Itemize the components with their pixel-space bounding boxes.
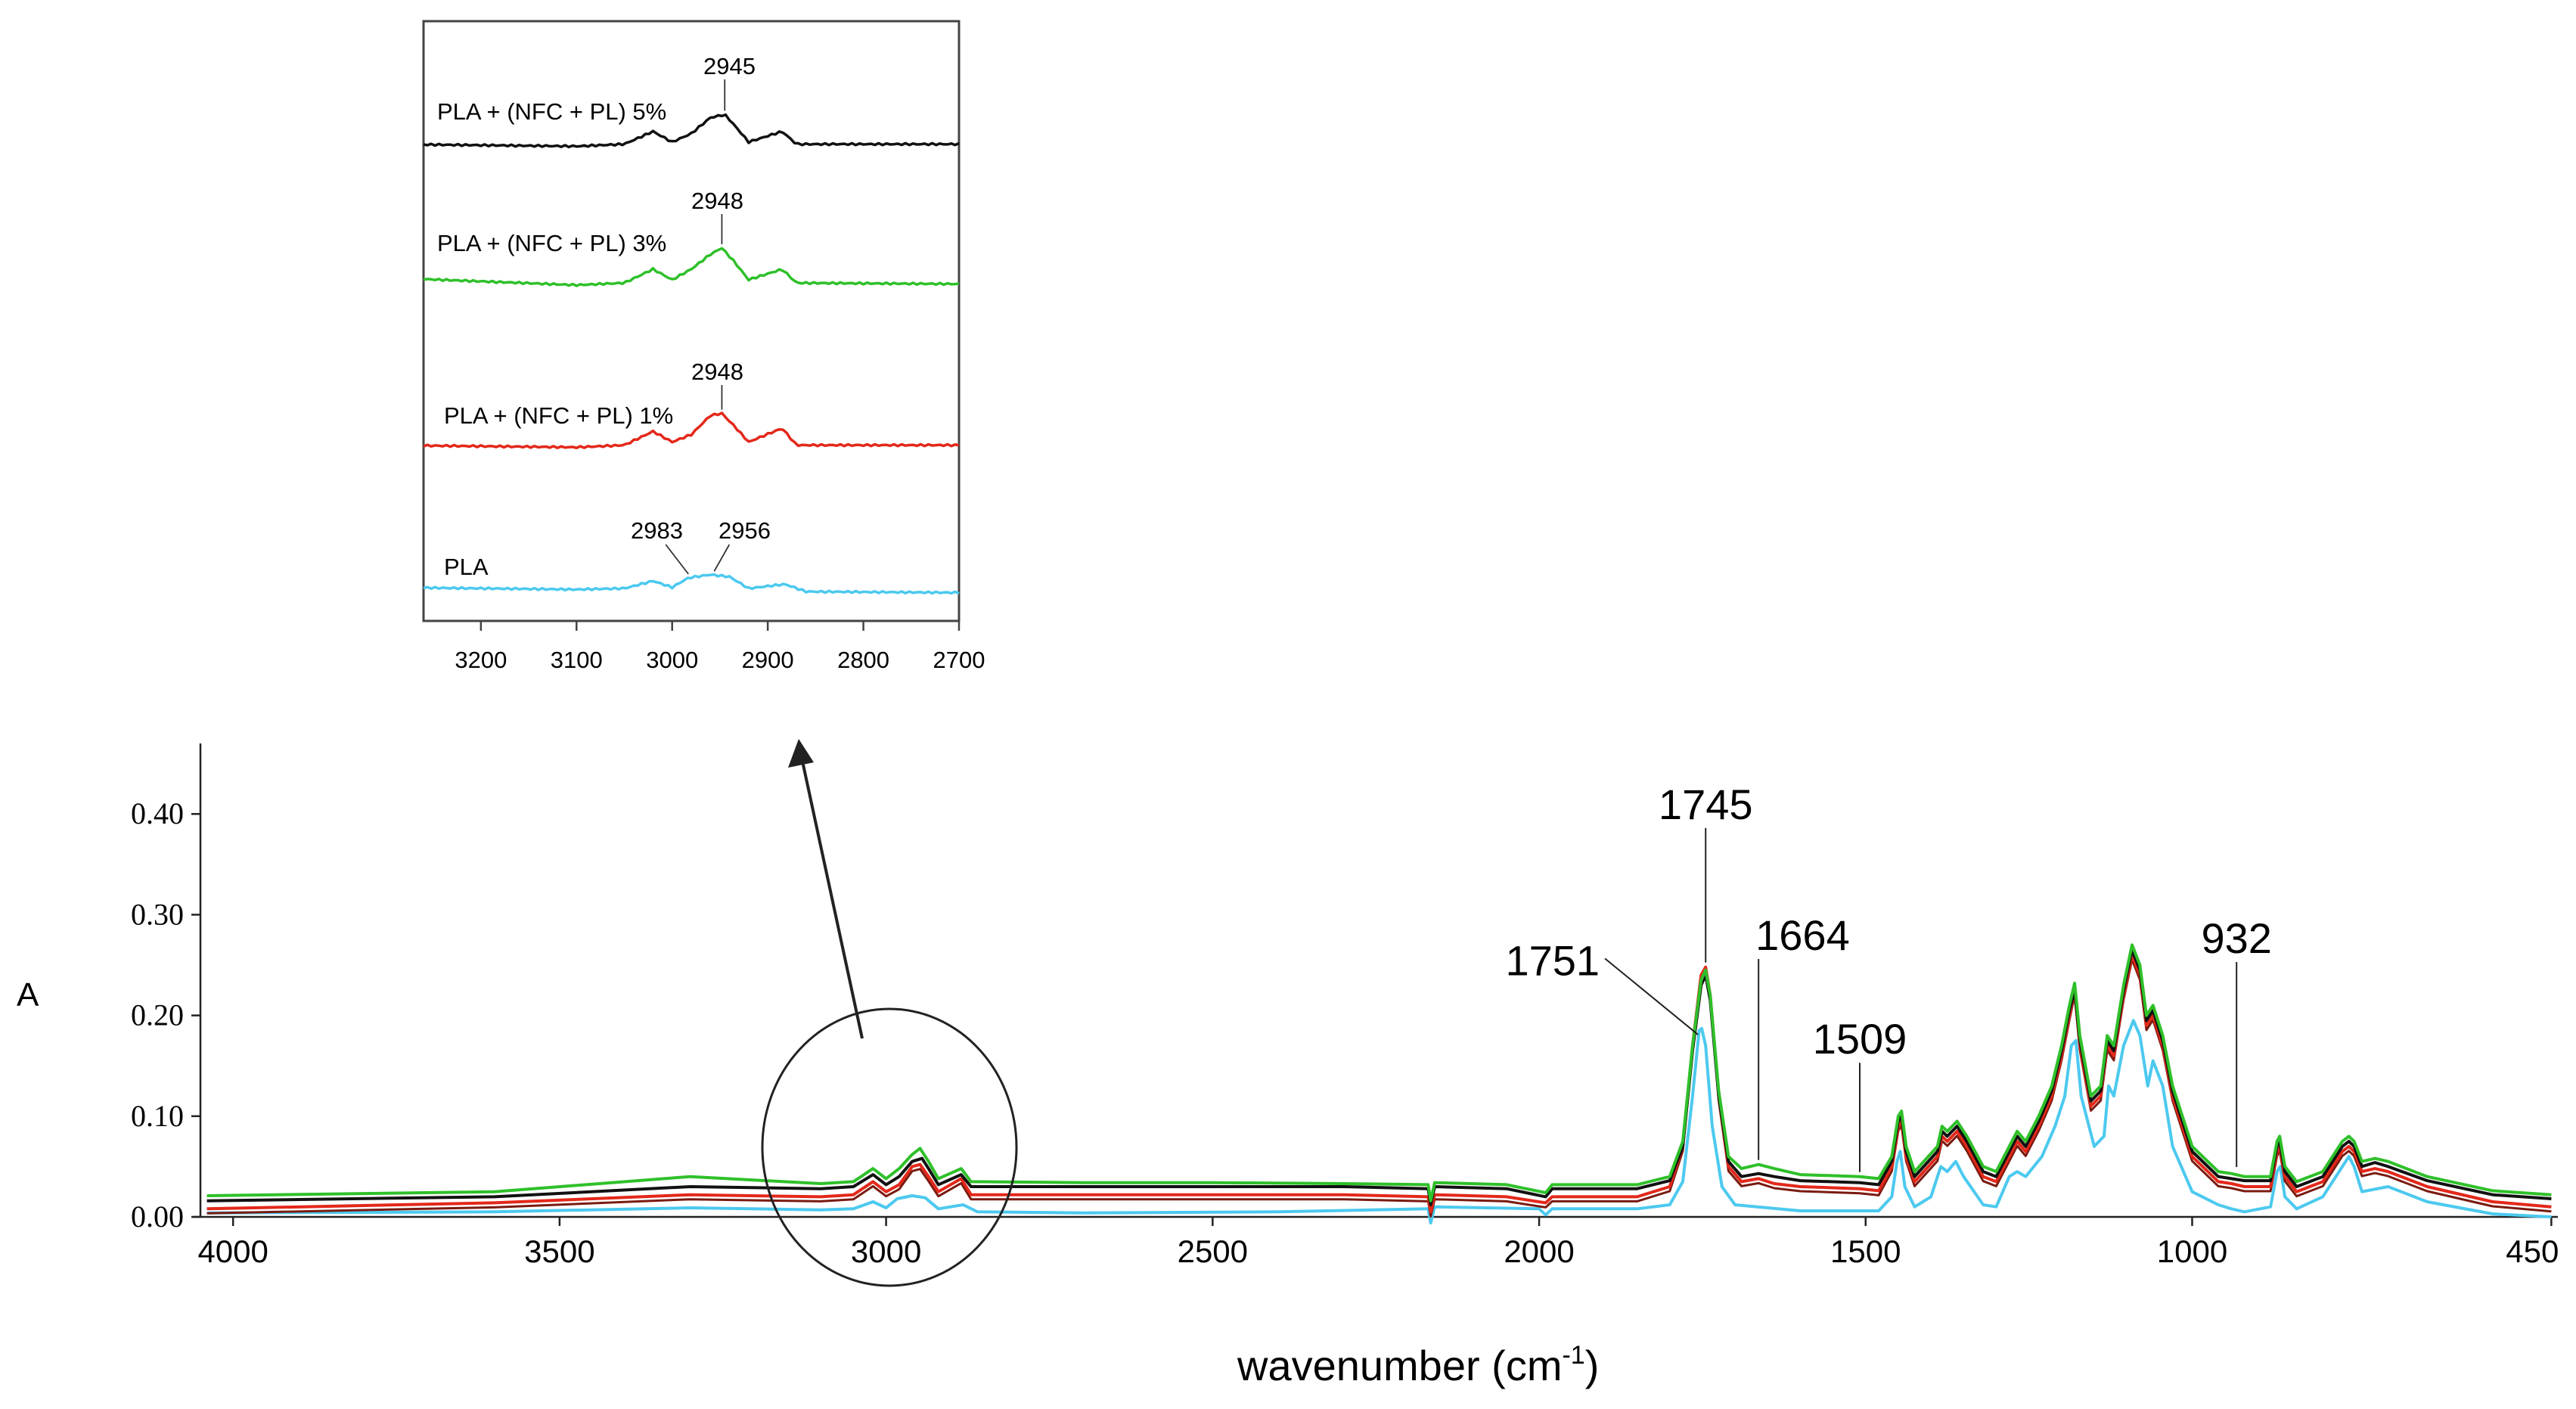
x-axis-ticks: 4000 3500 3000 2500 2000 1500 1000 450 xyxy=(197,1217,2559,1269)
inset-label-nfc1: PLA + (NFC + PL) 1% xyxy=(444,402,673,429)
x-axis-title-sup: -1 xyxy=(1562,1341,1584,1370)
inset-peak-label-2945: 2945 xyxy=(703,53,756,79)
inset-peak-label-2948-red: 2948 xyxy=(691,358,743,385)
zoom-arrow xyxy=(800,757,864,1039)
inset-x-tick-label-5: 2700 xyxy=(933,647,985,673)
inset-label-nfc3: PLA + (NFC + PL) 3% xyxy=(437,230,666,256)
y-axis-ticks: 0.00 0.10 0.20 0.30 0.40 xyxy=(131,796,200,1234)
inset-peak-leader-pla-0 xyxy=(665,544,689,575)
series-line-nfc1 xyxy=(206,953,2552,1214)
inset-label-pla: PLA xyxy=(444,554,489,580)
inset-label-nfc5: PLA + (NFC + PL) 5% xyxy=(437,98,666,125)
inset-traces xyxy=(423,79,960,595)
series-line-nfc5 xyxy=(206,948,2552,1206)
zoom-region-circle xyxy=(761,1007,1018,1287)
inset-peak-label-2948-green: 2948 xyxy=(691,188,743,214)
inset-x-axis: 3200 3100 3000 2900 2800 2700 xyxy=(455,621,985,673)
inset-x-tick-label-1: 3100 xyxy=(551,647,603,673)
x-axis-title-end: ) xyxy=(1585,1342,1600,1389)
x-tick-label-5: 1500 xyxy=(1830,1234,1901,1269)
inset-trace-pla xyxy=(423,573,960,595)
y-axis-title: A xyxy=(17,976,39,1013)
inset-trace-nfc3 xyxy=(423,247,960,287)
x-axis-title: wavenumber (cm-1) xyxy=(1237,1341,1599,1389)
series-line-pla xyxy=(206,1019,2552,1224)
x-tick-label-3: 2500 xyxy=(1178,1234,1248,1269)
annotation-label-1751: 1751 xyxy=(1505,936,1600,984)
inset-frame xyxy=(422,20,961,622)
zoom-arrow-head xyxy=(788,739,814,768)
y-tick-label-4: 0.40 xyxy=(131,796,184,830)
annotation-label-1509: 1509 xyxy=(1813,1015,1907,1063)
inset-peak-label-2956: 2956 xyxy=(718,517,771,544)
y-tick-label-3: 0.30 xyxy=(131,897,184,931)
inset-peak-leader-pla-1 xyxy=(713,544,731,572)
inset-x-tick-label-2: 3000 xyxy=(646,647,698,673)
inset-x-tick-label-0: 3200 xyxy=(455,647,507,673)
inset-x-tick-label-3: 2900 xyxy=(742,647,794,673)
series-line-nfc1-shadow xyxy=(206,958,2552,1218)
annotation-leader-1751 xyxy=(1604,957,1699,1035)
annotation-label-1664: 1664 xyxy=(1755,911,1850,959)
annotation-label-932: 932 xyxy=(2201,914,2271,962)
x-tick-label-2: 3000 xyxy=(851,1234,921,1269)
inset-x-tick-label-4: 2800 xyxy=(837,647,889,673)
x-tick-label-4: 2000 xyxy=(1504,1234,1574,1269)
y-tick-label-1: 0.10 xyxy=(131,1099,184,1133)
x-axis-title-base: wavenumber (cm xyxy=(1237,1342,1562,1389)
x-tick-label-1: 3500 xyxy=(524,1234,594,1269)
peak-annotations: 1745 1751 1664 1509 932 xyxy=(1505,781,2272,1172)
annotation-label-1745: 1745 xyxy=(1659,781,1753,828)
y-tick-label-2: 0.20 xyxy=(131,998,184,1032)
inset-trace-nfc5 xyxy=(423,113,960,149)
x-tick-label-6: 1000 xyxy=(2157,1234,2227,1269)
inset-peak-label-2983: 2983 xyxy=(631,517,683,544)
main-series xyxy=(206,943,2552,1224)
y-tick-label-0: 0.00 xyxy=(131,1200,184,1234)
inset-trace-nfc1 xyxy=(423,411,960,450)
series-line-nfc3 xyxy=(206,943,2552,1203)
x-tick-label-7: 450 xyxy=(2506,1234,2559,1269)
x-tick-label-0: 4000 xyxy=(197,1234,268,1269)
